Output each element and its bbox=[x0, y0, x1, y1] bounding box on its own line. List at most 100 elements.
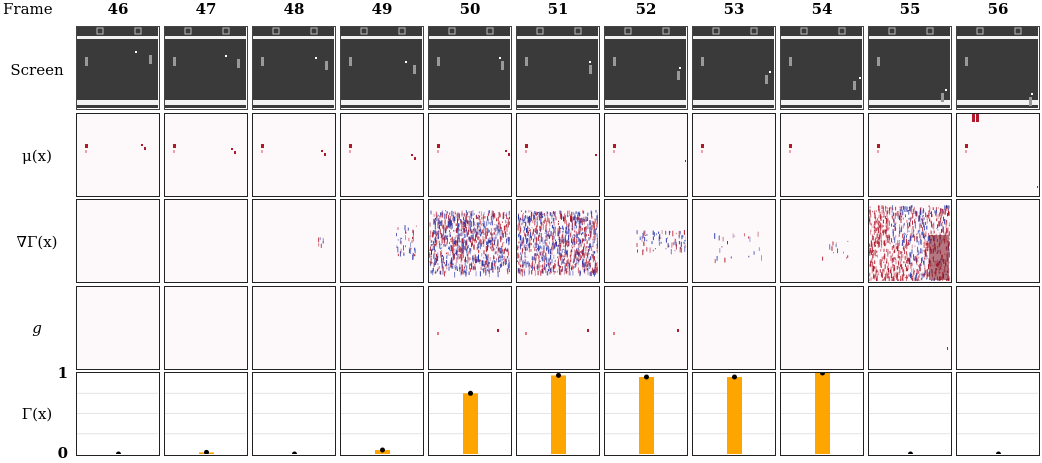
ball bbox=[769, 71, 771, 73]
right-paddle bbox=[1029, 97, 1032, 106]
screen-panel-frame-50 bbox=[428, 26, 512, 110]
ball bbox=[499, 57, 501, 59]
frame-number-49: 49 bbox=[371, 0, 393, 18]
gamma-panel-frame-52 bbox=[604, 372, 688, 456]
left-paddle bbox=[349, 57, 352, 66]
gamma-panel-frame-54 bbox=[780, 372, 864, 456]
screen-panel-frame-56 bbox=[956, 26, 1040, 110]
gamma-point-46 bbox=[116, 451, 121, 454]
y-tick-0: 0 bbox=[57, 444, 68, 462]
left-paddle bbox=[525, 57, 528, 66]
mu-panel-frame-47 bbox=[164, 113, 248, 197]
g-panel-frame-49 bbox=[340, 286, 424, 370]
gamma-panel-frame-50 bbox=[428, 372, 512, 456]
screen-panel-frame-46 bbox=[76, 26, 160, 110]
right-paddle bbox=[853, 81, 856, 90]
mu-panel-frame-51 bbox=[516, 113, 600, 197]
ball bbox=[225, 55, 227, 57]
mu-panel-frame-52 bbox=[604, 113, 688, 197]
mu-panel-frame-54 bbox=[780, 113, 864, 197]
frame-number-55: 55 bbox=[899, 0, 921, 18]
left-paddle bbox=[261, 57, 264, 66]
mu-panel-frame-49 bbox=[340, 113, 424, 197]
frame-number-54: 54 bbox=[811, 0, 833, 18]
g-panel-frame-46 bbox=[76, 286, 160, 370]
grad-panel-frame-46 bbox=[76, 199, 160, 283]
frame-number-53: 53 bbox=[723, 0, 745, 18]
gamma-bar-51 bbox=[551, 375, 566, 454]
frame-number-52: 52 bbox=[635, 0, 657, 18]
left-paddle bbox=[437, 57, 440, 66]
left-paddle bbox=[613, 57, 616, 66]
g-panel-frame-53 bbox=[692, 286, 776, 370]
ball bbox=[859, 77, 861, 79]
grad-panel-frame-48 bbox=[252, 199, 336, 283]
gamma-point-53 bbox=[732, 374, 737, 380]
grad-panel-frame-53 bbox=[692, 199, 776, 283]
mu-panel-frame-50 bbox=[428, 113, 512, 197]
mu-panel-frame-55 bbox=[868, 113, 952, 197]
gamma-panel-frame-55 bbox=[868, 372, 952, 456]
grad-panel-frame-54 bbox=[780, 199, 864, 283]
frame-number-47: 47 bbox=[195, 0, 217, 18]
right-paddle bbox=[149, 55, 152, 64]
g-panel-frame-56 bbox=[956, 286, 1040, 370]
gamma-bar-52 bbox=[639, 377, 654, 454]
right-paddle bbox=[413, 65, 416, 74]
mu-panel-frame-56 bbox=[956, 113, 1040, 197]
g-panel-frame-51 bbox=[516, 286, 600, 370]
mu-panel-frame-48 bbox=[252, 113, 336, 197]
left-paddle bbox=[965, 57, 968, 66]
gamma-panel-frame-48 bbox=[252, 372, 336, 456]
ball bbox=[589, 61, 591, 63]
right-paddle bbox=[237, 59, 240, 68]
screen-panel-frame-53 bbox=[692, 26, 776, 110]
right-paddle bbox=[941, 93, 944, 102]
gamma-panel-frame-56 bbox=[956, 372, 1040, 456]
grad-panel-frame-50 bbox=[428, 199, 512, 283]
gamma-bar-54 bbox=[815, 373, 830, 454]
left-paddle bbox=[173, 57, 176, 66]
frame-number-46: 46 bbox=[107, 0, 129, 18]
ball bbox=[135, 51, 137, 53]
grad-panel-frame-55 bbox=[868, 199, 952, 283]
g-panel-frame-47 bbox=[164, 286, 248, 370]
mu-panel-frame-46 bbox=[76, 113, 160, 197]
ball bbox=[945, 89, 947, 91]
gamma-point-56 bbox=[996, 451, 1001, 454]
ball bbox=[1031, 93, 1033, 95]
frame-number-50: 50 bbox=[459, 0, 481, 18]
grad-panel-frame-49 bbox=[340, 199, 424, 283]
g-panel-frame-48 bbox=[252, 286, 336, 370]
frame-number-56: 56 bbox=[987, 0, 1009, 18]
gamma-point-51 bbox=[556, 373, 561, 378]
screen-panel-frame-48 bbox=[252, 26, 336, 110]
screen-panel-frame-47 bbox=[164, 26, 248, 110]
gamma-bar-53 bbox=[727, 377, 742, 454]
gamma-point-49 bbox=[380, 447, 385, 453]
row-label-gamma: Γ(x) bbox=[21, 405, 53, 423]
gamma-point-54 bbox=[820, 373, 825, 376]
gamma-point-47 bbox=[204, 449, 209, 454]
frame-header-label: Frame bbox=[3, 0, 53, 18]
left-paddle bbox=[701, 57, 704, 66]
gamma-panel-frame-53 bbox=[692, 372, 776, 456]
y-tick-1: 1 bbox=[57, 364, 68, 382]
ball bbox=[315, 57, 317, 59]
screen-panel-frame-51 bbox=[516, 26, 600, 110]
right-paddle bbox=[589, 65, 592, 74]
gamma-point-48 bbox=[292, 451, 297, 454]
gamma-bar-50 bbox=[463, 393, 478, 454]
frame-number-51: 51 bbox=[547, 0, 569, 18]
mu-panel-frame-53 bbox=[692, 113, 776, 197]
gamma-panel-frame-47 bbox=[164, 372, 248, 456]
screen-panel-frame-49 bbox=[340, 26, 424, 110]
g-panel-frame-50 bbox=[428, 286, 512, 370]
g-panel-frame-54 bbox=[780, 286, 864, 370]
right-paddle bbox=[765, 75, 768, 84]
left-paddle bbox=[789, 57, 792, 66]
gamma-point-55 bbox=[908, 451, 913, 454]
row-label-grad: ∇Γ(x) bbox=[16, 233, 58, 251]
grad-panel-frame-52 bbox=[604, 199, 688, 283]
frame-number-48: 48 bbox=[283, 0, 305, 18]
